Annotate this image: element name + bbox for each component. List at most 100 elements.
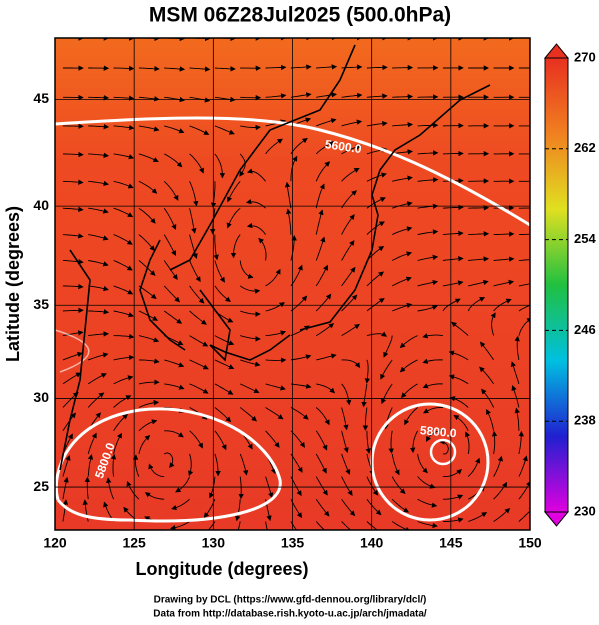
streamline <box>62 283 84 290</box>
streamline <box>341 498 356 517</box>
streamline <box>442 468 462 478</box>
streamline <box>240 335 261 342</box>
streamline <box>290 407 309 420</box>
streamline <box>189 310 207 325</box>
streamline <box>493 455 503 477</box>
streamline <box>341 119 363 127</box>
streamline <box>189 181 199 207</box>
streamline <box>265 383 286 391</box>
streamline <box>214 125 235 135</box>
streamline <box>88 309 110 315</box>
streamline <box>366 93 388 99</box>
streamline <box>417 122 439 129</box>
streamline <box>425 430 443 442</box>
streamline <box>138 207 156 224</box>
streamline <box>315 161 331 182</box>
streamline <box>113 124 135 131</box>
streamline <box>113 395 132 408</box>
streamline <box>392 122 414 128</box>
streamline <box>518 430 524 454</box>
streamline <box>214 359 235 370</box>
streamline <box>265 138 283 155</box>
streamline <box>391 476 406 495</box>
y-tick-label: 40 <box>33 197 49 213</box>
streamline <box>163 285 181 303</box>
streamline <box>138 358 160 364</box>
streamline <box>62 330 84 337</box>
streamline <box>510 361 520 385</box>
x-axis-label: Longitude (degrees) <box>135 559 308 579</box>
colorbar-tick-label: 246 <box>574 322 596 337</box>
streamline <box>138 434 151 455</box>
footer-line: Drawing by DCL (https://www.gfd-dennou.o… <box>154 595 427 606</box>
streamline <box>62 151 84 158</box>
streamline <box>240 383 260 394</box>
streamline <box>391 276 412 287</box>
colorbar-extend <box>543 511 570 527</box>
streamline <box>365 430 371 454</box>
streamline <box>163 180 179 201</box>
streamline <box>189 383 209 394</box>
streamline <box>518 317 530 336</box>
streamline <box>138 96 160 102</box>
x-tick-label: 150 <box>518 535 542 551</box>
streamline <box>214 260 225 283</box>
streamline <box>410 430 419 454</box>
streamline <box>62 391 79 408</box>
streamline <box>315 209 324 235</box>
streamline <box>62 258 84 265</box>
streamline <box>518 506 530 522</box>
streamline <box>511 385 520 408</box>
streamline <box>247 168 266 182</box>
streamline <box>171 498 190 511</box>
streamline <box>380 359 393 380</box>
streamline <box>366 64 388 71</box>
streamline <box>62 351 83 361</box>
streamline <box>465 431 471 454</box>
streamline <box>258 237 267 261</box>
streamline <box>315 498 330 517</box>
colorbar-tick-label: 262 <box>574 140 596 155</box>
title: MSM 06Z28Jul2025 (500.0hPa) <box>149 4 451 27</box>
streamline <box>399 359 418 373</box>
streamline <box>493 279 515 287</box>
streamline <box>87 373 107 385</box>
streamline <box>164 66 186 72</box>
streamline <box>290 430 306 448</box>
streamline <box>189 260 201 283</box>
streamline <box>227 181 241 203</box>
streamline <box>392 201 413 209</box>
colorbar-extend <box>543 43 570 59</box>
streamline <box>491 430 498 454</box>
streamline <box>62 307 84 313</box>
streamline <box>399 335 418 349</box>
streamline <box>518 283 530 287</box>
streamline <box>113 354 135 361</box>
streamline <box>290 137 308 155</box>
streamline <box>316 383 336 394</box>
streamline <box>417 177 439 183</box>
streamline <box>214 430 227 451</box>
streamline <box>164 383 185 390</box>
streamline <box>88 152 109 159</box>
streamline <box>341 266 356 287</box>
streamline <box>189 96 211 103</box>
streamline <box>214 153 226 179</box>
streamline <box>392 226 413 236</box>
streamline <box>315 453 327 474</box>
streamline <box>239 453 249 476</box>
streamline <box>479 366 494 385</box>
streamline <box>467 457 481 477</box>
streamline <box>315 141 335 155</box>
streamline <box>126 480 140 500</box>
streamline <box>286 208 292 235</box>
footer-line: Data from http://database.rish.kyoto-u.a… <box>153 609 427 620</box>
streamline <box>189 66 211 72</box>
streamline <box>315 323 335 336</box>
streamline <box>341 294 358 312</box>
streamline <box>62 179 84 185</box>
streamline <box>62 123 84 129</box>
x-tick-label: 125 <box>122 535 146 551</box>
streamline <box>493 298 512 312</box>
